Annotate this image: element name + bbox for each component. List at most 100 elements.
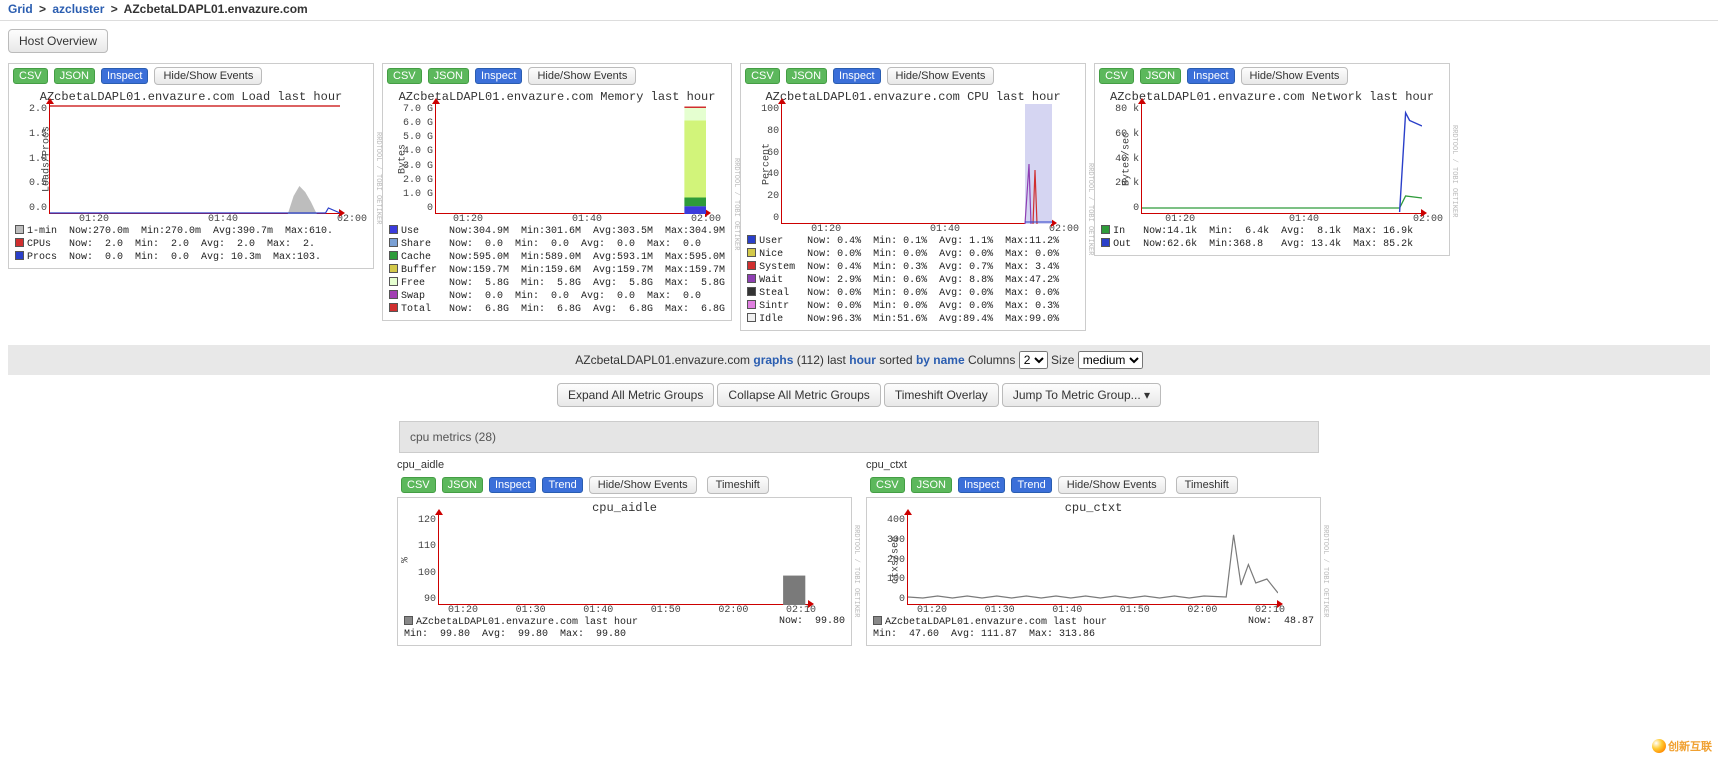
rrdtool-label: RRDTOOL / TOBI OETIKER (851, 498, 861, 645)
expand-all-button[interactable]: Expand All Metric Groups (557, 383, 714, 407)
legend: Use Now:304.9M Min:301.6M Avg:303.5M Max… (389, 225, 725, 316)
breadcrumb-sep: > (36, 2, 49, 16)
inspect-badge[interactable]: Inspect (101, 68, 148, 84)
panel-load: CSV JSON Inspect Hide/Show Events AZcbetaLDA… (8, 63, 374, 269)
x-tick: 01:20 (811, 224, 841, 235)
csv-badge[interactable]: CSV (1099, 68, 1134, 84)
y-tick: 6.0 G (403, 118, 433, 129)
plot-area[interactable] (438, 515, 808, 605)
inspect-badge[interactable]: Inspect (1187, 68, 1234, 84)
y-tick: 2.0 G (403, 175, 433, 186)
legend-row: In Now:14.1k Min: 6.4k Avg: 8.1k Max: 16… (1101, 225, 1443, 238)
json-badge[interactable]: JSON (911, 477, 952, 493)
plot-area[interactable] (49, 104, 339, 214)
legend-row: Swap Now: 0.0 Min: 0.0 Avg: 0.0 Max: 0.0 (389, 290, 725, 303)
host-overview-button[interactable]: Host Overview (8, 29, 108, 53)
x-tick: 01:40 (583, 605, 613, 616)
legend-row: 1-min Now:270.0m Min:270.0m Avg:390.7m M… (15, 225, 367, 238)
plot-area[interactable] (781, 104, 1051, 224)
json-badge[interactable]: JSON (442, 477, 483, 493)
hide-show-button[interactable]: Hide/Show Events (1058, 476, 1166, 494)
x-tick: 01:30 (516, 605, 546, 616)
breadcrumb: Grid > azcluster > AZcbetaLDAPL01.envazu… (0, 0, 1718, 18)
rrdtool-label: RRDTOOL / TOBI OETIKER (1320, 498, 1330, 645)
y-tick: 0 (899, 594, 905, 605)
x-tick: 01:40 (930, 224, 960, 235)
y-axis-label: ctxs/sec (891, 536, 902, 584)
plot-area[interactable] (907, 515, 1277, 605)
y-tick: 120 (418, 515, 436, 526)
rrdtool-label: RRDTOOL / TOBI OETIKER (1085, 88, 1095, 330)
columns-label: Columns (968, 353, 1015, 367)
size-select[interactable]: medium (1078, 351, 1143, 369)
section-byname-link[interactable]: by name (916, 353, 965, 367)
size-label: Size (1051, 353, 1074, 367)
hide-show-button[interactable]: Hide/Show Events (1241, 67, 1349, 85)
hide-show-button[interactable]: Hide/Show Events (589, 476, 697, 494)
legend-row: Total Now: 6.8G Min: 6.8G Avg: 6.8G Max:… (389, 303, 725, 316)
legend: 1-min Now:270.0m Min:270.0m Avg:390.7m M… (15, 225, 367, 264)
csv-badge[interactable]: CSV (401, 477, 436, 493)
y-tick: 400 (887, 515, 905, 526)
y-tick: 1.0 G (403, 189, 433, 200)
y-tick: 0 (773, 213, 779, 224)
inspect-badge[interactable]: Inspect (833, 68, 880, 84)
timeshift-button[interactable]: Timeshift (707, 476, 769, 494)
x-tick: 01:20 (1165, 214, 1195, 225)
y-tick: 100 (761, 104, 779, 115)
legend-row: User Now: 0.4% Min: 0.1% Avg: 1.1% Max:1… (747, 235, 1079, 248)
inspect-badge[interactable]: Inspect (489, 477, 536, 493)
csv-badge[interactable]: CSV (745, 68, 780, 84)
hide-show-button[interactable]: Hide/Show Events (887, 67, 995, 85)
json-badge[interactable]: JSON (1140, 68, 1181, 84)
jump-to-metric-select[interactable]: Jump To Metric Group... ▾ (1002, 383, 1161, 407)
metric-group-header[interactable]: cpu metrics (28) (399, 421, 1319, 453)
chart-title: AZcbetaLDAPL01.envazure.com Load last ho… (15, 90, 367, 104)
columns-select[interactable]: 2 (1019, 351, 1048, 369)
breadcrumb-grid[interactable]: Grid (8, 2, 33, 16)
legend-row: System Now: 0.4% Min: 0.3% Avg: 0.7% Max… (747, 261, 1079, 274)
hide-show-button[interactable]: Hide/Show Events (528, 67, 636, 85)
y-axis-label: Bytes (398, 144, 409, 174)
section-host: AZcbetaLDAPL01.envazure.com (575, 353, 750, 367)
breadcrumb-sep: > (108, 2, 121, 16)
legend: User Now: 0.4% Min: 0.1% Avg: 1.1% Max:1… (747, 235, 1079, 326)
collapse-all-button[interactable]: Collapse All Metric Groups (717, 383, 880, 407)
section-graphs-link[interactable]: graphs (753, 353, 793, 367)
breadcrumb-host: AZcbetaLDAPL01.envazure.com (124, 2, 308, 16)
legend-row: Use Now:304.9M Min:301.6M Avg:303.5M Max… (389, 225, 725, 238)
json-badge[interactable]: JSON (54, 68, 95, 84)
timeshift-button[interactable]: Timeshift (1176, 476, 1238, 494)
legend-row: Free Now: 5.8G Min: 5.8G Avg: 5.8G Max: … (389, 277, 725, 290)
timeshift-overlay-button[interactable]: Timeshift Overlay (884, 383, 999, 407)
x-tick: 01:50 (1120, 605, 1150, 616)
y-tick: 2.0 (29, 104, 47, 115)
inspect-badge[interactable]: Inspect (475, 68, 522, 84)
panel-network: CSVJSONInspectHide/Show EventsAZcbetaLDA… (1094, 63, 1450, 256)
trend-badge[interactable]: Trend (542, 477, 582, 493)
csv-badge[interactable]: CSV (387, 68, 422, 84)
plot-area[interactable] (435, 104, 705, 214)
trend-badge[interactable]: Trend (1011, 477, 1051, 493)
section-hour-link[interactable]: hour (849, 353, 876, 367)
legend-row: Idle Now:96.3% Min:51.6% Avg:89.4% Max:9… (747, 313, 1079, 326)
breadcrumb-cluster[interactable]: azcluster (52, 2, 104, 16)
legend-row: Wait Now: 2.9% Min: 0.6% Avg: 8.8% Max:4… (747, 274, 1079, 287)
section-controls: Expand All Metric Groups Collapse All Me… (0, 379, 1718, 411)
hide-show-button[interactable]: Hide/Show Events (154, 67, 262, 85)
plot-area[interactable] (1141, 104, 1421, 214)
x-tick: 01:20 (453, 214, 483, 225)
y-tick: 90 (424, 594, 436, 605)
x-tick: 01:40 (1052, 605, 1082, 616)
x-tick: 02:00 (1413, 214, 1443, 225)
legend-row: Buffer Now:159.7M Min:159.6M Avg:159.7M … (389, 264, 725, 277)
legend-row: Nice Now: 0.0% Min: 0.0% Avg: 0.0% Max: … (747, 248, 1079, 261)
csv-badge[interactable]: CSV (870, 477, 905, 493)
json-badge[interactable]: JSON (786, 68, 827, 84)
x-tick: 01:20 (917, 605, 947, 616)
json-badge[interactable]: JSON (428, 68, 469, 84)
legend: AZcbetaLDAPL01.envazure.com last hourNow… (873, 616, 1314, 641)
csv-badge[interactable]: CSV (13, 68, 48, 84)
legend-row: Sintr Now: 0.0% Min: 0.0% Avg: 0.0% Max:… (747, 300, 1079, 313)
inspect-badge[interactable]: Inspect (958, 477, 1005, 493)
